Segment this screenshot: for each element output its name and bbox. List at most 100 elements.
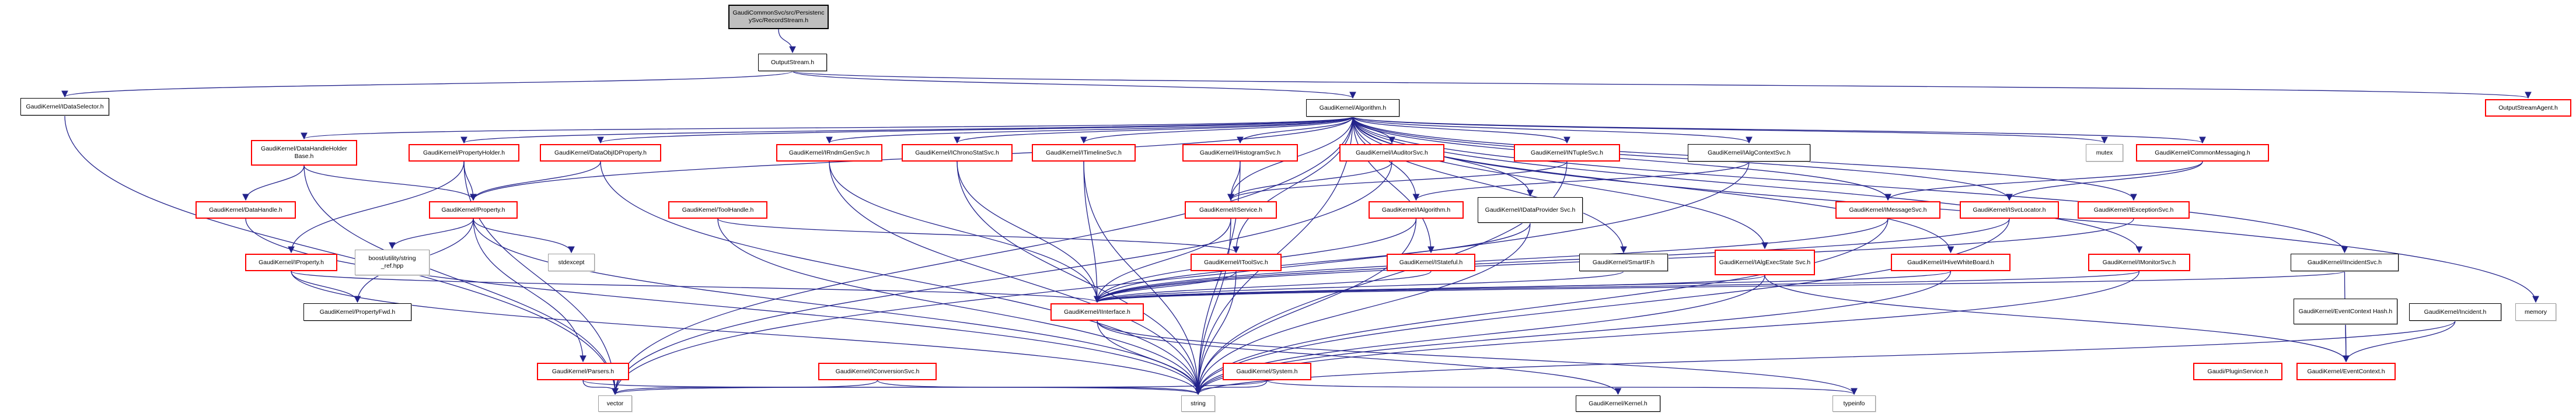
graph-node-IDataSelector[interactable]: GaudiKernel/IDataSelector.h: [20, 98, 109, 115]
graph-node-IInterface[interactable]: GaudiKernel/IInterface.h: [1050, 303, 1144, 321]
edge-IRndmGenSvc-to-IInterface: [829, 161, 1101, 303]
graph-node-IExceptionSvc[interactable]: GaudiKernel/IExceptionSvc.h: [2078, 201, 2190, 219]
graph-node-label: GaudiKernel/IChronoStatSvc.h: [915, 149, 999, 156]
graph-node-ISvcLocator[interactable]: GaudiKernel/ISvcLocator.h: [1960, 201, 2059, 219]
edge-IMessageSvc-to-string: [1195, 218, 1889, 395]
graph-node-ITimelineSvc[interactable]: GaudiKernel/ITimelineSvc.h: [1032, 144, 1136, 162]
graph-node-label: typeinfo: [1843, 400, 1865, 407]
graph-node-label: GaudiKernel/SmartIF.h: [1592, 258, 1655, 266]
graph-node-root[interactable]: GaudiCommonSvc/src/PersistencySvc/Record…: [728, 5, 829, 29]
graph-node-SmartIF[interactable]: GaudiKernel/SmartIF.h: [1579, 254, 1668, 271]
edge-System-to-typeinfo: [1266, 380, 1858, 395]
edge-Algorithm-to-IIncidentSvc: [1352, 116, 2348, 254]
edge-Algorithm-to-IStateful: [1352, 116, 1434, 254]
graph-node-label: Gaudi/PluginService.h: [2207, 367, 2268, 375]
graph-node-IMessageSvc[interactable]: GaudiKernel/IMessageSvc.h: [1835, 201, 1940, 219]
graph-node-DataObjIDProperty[interactable]: GaudiKernel/DataObjIDProperty.h: [540, 144, 661, 162]
graph-node-IDataProviderSvc[interactable]: GaudiKernel/IDataProvider Svc.h: [1478, 197, 1583, 223]
edge-IInterface-to-typeinfo: [1097, 320, 1858, 395]
edge-IService-to-IInterface: [1094, 218, 1231, 303]
graph-node-label: GaudiKernel/PropertyHolder.h: [423, 149, 505, 156]
graph-node-label: GaudiKernel/DataObjIDProperty.h: [554, 149, 647, 156]
graph-node-label: GaudiKernel/IConversionSvc.h: [835, 367, 920, 375]
edge-Incident-to-EventContext: [2343, 320, 2456, 363]
graph-node-IConversionSvc[interactable]: GaudiKernel/IConversionSvc.h: [818, 363, 937, 380]
graph-node-label: GaudiKernel/CommonMessaging.h: [2155, 149, 2250, 156]
graph-node-IToolSvc[interactable]: GaudiKernel/IToolSvc.h: [1191, 254, 1282, 271]
graph-node-CommonMessaging[interactable]: GaudiKernel/CommonMessaging.h: [2136, 144, 2269, 162]
graph-node-Property[interactable]: GaudiKernel/Property.h: [429, 201, 518, 219]
graph-node-ToolHandle[interactable]: GaudiKernel/ToolHandle.h: [668, 201, 767, 219]
graph-node-Kernel[interactable]: GaudiKernel/Kernel.h: [1576, 395, 1660, 412]
graph-node-IProperty[interactable]: GaudiKernel/IProperty.h: [245, 254, 337, 271]
graph-node-IHiveWhiteBoard[interactable]: GaudiKernel/IHiveWhiteBoard.h: [1891, 254, 2010, 271]
edge-Property-to-Parsers: [473, 218, 587, 363]
graph-node-label: GaudiKernel/IHistogramSvc.h: [1199, 149, 1281, 156]
edge-OutputStream-to-OutputStreamAgent: [792, 71, 2531, 99]
edge-Algorithm-to-IHistogramSvc: [1237, 116, 1353, 144]
graph-node-label: GaudiKernel/Property.h: [441, 206, 505, 213]
graph-node-PropertyFwd[interactable]: GaudiKernel/PropertyFwd.h: [303, 303, 411, 321]
graph-node-label: GaudiKernel/System.h: [1236, 367, 1298, 375]
edge-SmartIF-to-IInterface: [1094, 271, 1624, 303]
graph-node-DataHandle[interactable]: GaudiKernel/DataHandle.h: [196, 201, 296, 219]
edge-Algorithm-to-vector: [612, 116, 1353, 395]
edge-IDataProviderSvc-to-IInterface: [1094, 222, 1531, 303]
graph-node-IAlgExecStateSvc[interactable]: GaudiKernel/IAlgExecState Svc.h: [1715, 250, 1815, 275]
graph-node-IAuditorSvc[interactable]: GaudiKernel/IAuditorSvc.h: [1339, 144, 1444, 162]
graph-node-label: stdexcept: [558, 258, 585, 266]
edge-IToolSvc-to-string: [1195, 271, 1237, 395]
graph-node-OutputStream[interactable]: OutputStream.h: [758, 54, 827, 71]
graph-node-IAlgContextSvc[interactable]: GaudiKernel/IAlgContextSvc.h: [1688, 144, 1810, 162]
graph-node-EventContextHash[interactable]: GaudiKernel/EventContext Hash.h: [2294, 299, 2397, 324]
edge-Algorithm-to-IMonitorSvc: [1352, 116, 2143, 254]
graph-node-vector[interactable]: vector: [598, 395, 632, 412]
graph-node-System[interactable]: GaudiKernel/System.h: [1223, 363, 1311, 380]
edge-ITimelineSvc-to-string: [1083, 161, 1202, 395]
graph-node-IHistogramSvc[interactable]: GaudiKernel/IHistogramSvc.h: [1182, 144, 1298, 162]
graph-node-PropertyHolder[interactable]: GaudiKernel/PropertyHolder.h: [409, 144, 519, 162]
edge-IMessageSvc-to-IInterface: [1094, 218, 1889, 303]
graph-node-Algorithm[interactable]: GaudiKernel/Algorithm.h: [1306, 99, 1399, 117]
graph-node-IIncidentSvc[interactable]: GaudiKernel/IIncidentSvc.h: [2291, 254, 2399, 271]
edge-IAuditorSvc-to-IService: [1227, 161, 1392, 201]
edge-IMonitorSvc-to-IInterface: [1094, 271, 2140, 303]
graph-node-PluginService[interactable]: Gaudi/PluginService.h: [2193, 363, 2282, 380]
graph-node-stdexcept[interactable]: stdexcept: [548, 254, 595, 271]
edge-Algorithm-to-ITimelineSvc: [1080, 116, 1353, 144]
edge-IAuditorSvc-to-vector: [612, 161, 1392, 395]
edge-IProperty-to-PropertyFwd: [291, 271, 361, 303]
edge-IStateful-to-IInterface: [1094, 271, 1432, 303]
edge-IService-to-string: [1195, 218, 1231, 395]
graph-node-Parsers[interactable]: GaudiKernel/Parsers.h: [537, 363, 629, 380]
graph-node-IRndmGenSvc[interactable]: GaudiKernel/IRndmGenSvc.h: [776, 144, 882, 162]
edge-IIncidentSvc-to-IInterface: [1094, 271, 2345, 303]
edge-ITimelineSvc-to-IInterface: [1083, 161, 1101, 303]
graph-node-IStateful[interactable]: GaudiKernel/IStateful.h: [1387, 254, 1475, 271]
graph-node-label: GaudiKernel/IRndmGenSvc.h: [788, 149, 870, 156]
graph-node-string_ref[interactable]: boost/utility/string _ref.hpp: [355, 250, 430, 275]
graph-node-IService[interactable]: GaudiKernel/IService.h: [1185, 201, 1277, 219]
graph-node-memory[interactable]: memory: [2515, 303, 2556, 321]
edge-DataHandleHolderBase-to-DataHandle: [242, 165, 305, 201]
graph-node-OutputStreamAgent[interactable]: OutputStreamAgent.h: [2485, 99, 2571, 117]
graph-node-IAlgorithm[interactable]: GaudiKernel/IAlgorithm.h: [1369, 201, 1464, 219]
edge-root-to-OutputStream: [778, 29, 796, 54]
graph-node-typeinfo[interactable]: typeinfo: [1832, 395, 1876, 412]
edge-Algorithm-to-ISvcLocator: [1352, 116, 2013, 201]
edge-OutputStream-to-Algorithm: [792, 71, 1356, 99]
graph-node-INTupleSvc[interactable]: GaudiKernel/INTupleSvc.h: [1514, 144, 1620, 162]
graph-node-Incident[interactable]: GaudiKernel/Incident.h: [2409, 303, 2501, 321]
edge-IAlgorithm-to-string: [1195, 218, 1417, 395]
graph-node-DataHandleHolderBase[interactable]: GaudiKernel/DataHandleHolder Base.h: [251, 140, 357, 166]
graph-node-IChronoStatSvc[interactable]: GaudiKernel/IChronoStatSvc.h: [902, 144, 1013, 162]
graph-node-string[interactable]: string: [1181, 395, 1215, 412]
graph-node-label: OutputStreamAgent.h: [2498, 104, 2558, 111]
graph-node-EventContext[interactable]: GaudiKernel/EventContext.h: [2296, 363, 2396, 380]
graph-node-IMonitorSvc[interactable]: GaudiKernel/IMonitorSvc.h: [2088, 254, 2190, 271]
graph-node-mutex[interactable]: mutex: [2086, 144, 2123, 162]
edge-CommonMessaging-to-IMessageSvc: [1884, 161, 2203, 201]
edge-System-to-string: [1195, 380, 1268, 395]
edge-Algorithm-to-DataHandleHolderBase: [301, 116, 1353, 140]
